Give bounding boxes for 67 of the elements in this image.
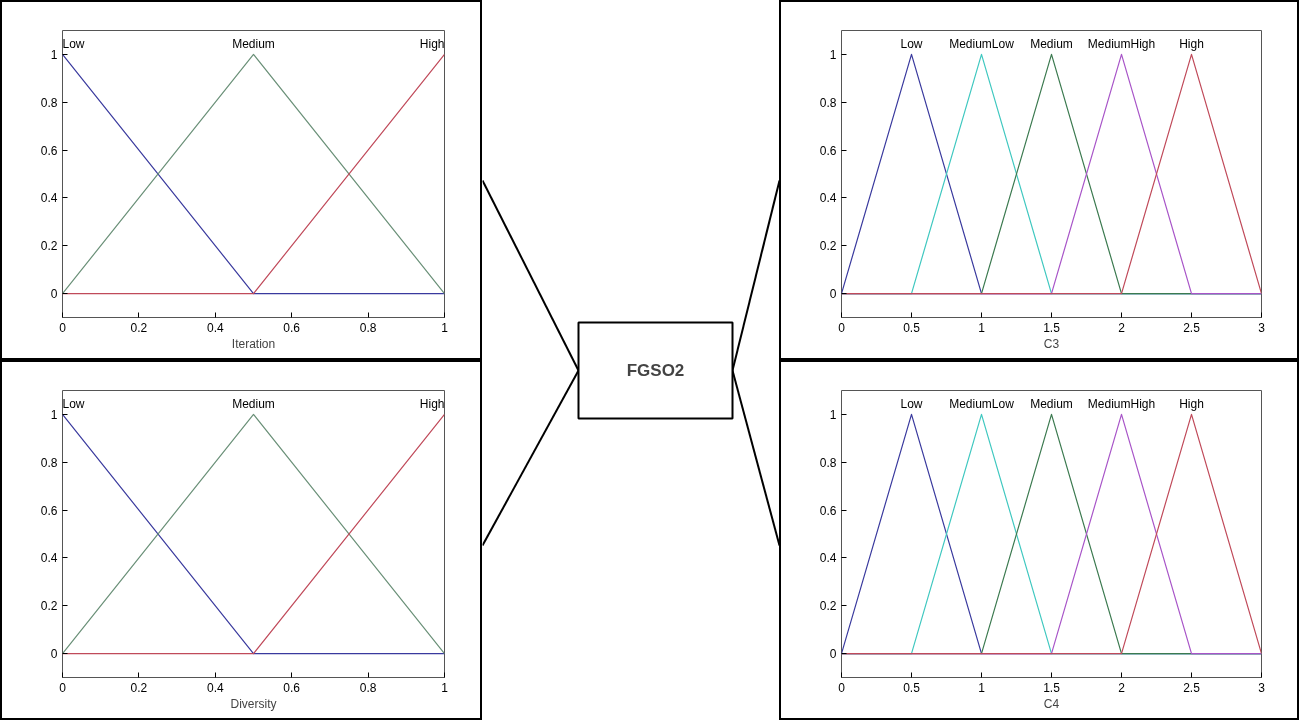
y-tick-label: 0 (829, 647, 837, 662)
x-tick-label: 0.2 (130, 680, 148, 695)
y-tick-label: 1 (50, 47, 58, 62)
y-tick-label: 0.2 (819, 599, 837, 614)
y-tick-label: 0 (50, 647, 58, 662)
series-label: Low (900, 37, 923, 52)
series-label: Medium (232, 37, 275, 52)
y-tick-label: 0.4 (40, 551, 58, 566)
y-tick-label: 1 (829, 47, 837, 62)
y-tick-label: 0.6 (40, 143, 58, 158)
y-tick-label: 0.4 (819, 551, 837, 566)
y-tick-label: 0.6 (819, 503, 837, 518)
y-tick-label: 0.6 (40, 503, 58, 518)
x-tick-label: 2 (1118, 320, 1126, 335)
x-axis-title: C3 (1043, 336, 1060, 351)
series-label: MediumLow (949, 397, 1015, 412)
y-tick-label: 0 (829, 287, 837, 302)
y-tick-label: 0.8 (40, 95, 58, 110)
x-tick-label: 0.2 (130, 320, 148, 335)
x-tick-label: 2.5 (1183, 320, 1201, 335)
x-tick-label: 0.8 (359, 680, 377, 695)
series-label: High (419, 397, 445, 412)
x-tick-label: 1 (978, 320, 986, 335)
x-tick-label: 3 (1258, 320, 1266, 335)
series-label: MediumHigh (1087, 37, 1156, 52)
y-tick-label: 1 (50, 407, 58, 422)
x-tick-label: 0.4 (206, 320, 224, 335)
series-label: High (1179, 397, 1204, 412)
x-tick-label: 2.5 (1183, 680, 1201, 695)
y-tick-label: 0.2 (819, 239, 837, 254)
series-label: MediumHigh (1087, 397, 1156, 412)
series-label: Medium (232, 397, 275, 412)
series-label: Medium (1030, 37, 1073, 52)
text: FGSO2 (626, 361, 685, 380)
x-tick-label: 1 (978, 680, 986, 695)
y-tick-label: 0 (50, 287, 58, 302)
y-tick-label: 0.6 (819, 143, 837, 158)
x-tick-label: 0.8 (359, 320, 377, 335)
series-label: Medium (1030, 397, 1073, 412)
y-tick-label: 0.2 (40, 239, 58, 254)
y-tick-label: 0.2 (40, 599, 58, 614)
series-label: Low (62, 397, 85, 412)
x-axis-title: Iteration (231, 336, 276, 351)
x-tick-label: 1 (441, 680, 449, 695)
x-tick-label: 0.6 (283, 680, 301, 695)
x-axis-title: Diversity (230, 696, 277, 711)
series-label: High (419, 37, 445, 52)
x-tick-label: 1 (441, 320, 449, 335)
x-tick-label: 0.6 (283, 320, 301, 335)
x-tick-label: 0.5 (903, 320, 921, 335)
x-tick-label: 1.5 (1043, 320, 1061, 335)
y-tick-label: 1 (829, 407, 837, 422)
series-label: Low (900, 397, 923, 412)
x-tick-label: 2 (1118, 680, 1126, 695)
y-tick-label: 0.8 (819, 455, 837, 470)
x-tick-label: 0.5 (903, 680, 921, 695)
series-label: Low (62, 37, 85, 52)
y-tick-label: 0.8 (40, 455, 58, 470)
x-axis-title: C4 (1043, 696, 1060, 711)
series-label: High (1179, 37, 1204, 52)
x-tick-label: 1.5 (1043, 680, 1061, 695)
y-tick-label: 0.4 (819, 191, 837, 206)
y-tick-label: 0.4 (40, 191, 58, 206)
y-tick-label: 0.8 (819, 95, 837, 110)
series-label: MediumLow (949, 37, 1015, 52)
x-tick-label: 3 (1258, 680, 1266, 695)
x-tick-label: 0.4 (206, 680, 224, 695)
